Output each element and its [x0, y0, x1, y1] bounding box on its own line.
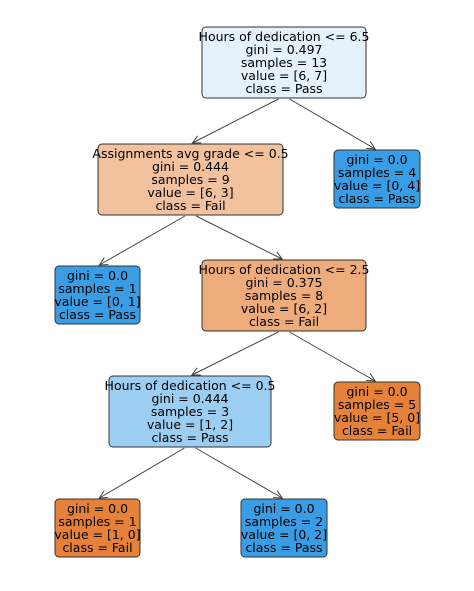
tree-edge-arrow — [289, 331, 376, 381]
tree-node-box — [201, 26, 367, 99]
tree-node-line: value = [6, 2] — [241, 301, 327, 316]
tree-node-line: samples = 3 — [151, 404, 229, 419]
tree-node-line: samples = 9 — [151, 172, 229, 187]
tree-node-line: samples = 1 — [58, 514, 136, 529]
tree-node-line: gini = 0.0 — [346, 384, 407, 399]
tree-node-line: gini = 0.497 — [245, 42, 322, 57]
tree-edge-arrow — [99, 447, 185, 498]
tree-edges — [99, 98, 376, 498]
tree-node-line: gini = 0.375 — [245, 275, 322, 290]
tree-node-line: gini = 0.0 — [346, 152, 407, 167]
tree-node-line: value = [6, 3] — [147, 185, 233, 200]
tree-node-line: class = Fail — [342, 423, 412, 438]
tree-node-box — [54, 498, 141, 558]
tree-node-box — [240, 498, 328, 558]
tree-edge-arrow — [192, 331, 279, 375]
tree-node-line: class = Pass — [245, 540, 322, 555]
tree-node-line: Assignments avg grade <= 0.5 — [92, 146, 288, 161]
tree-node-box — [108, 375, 272, 448]
tree-node-line: value = [0, 1] — [54, 294, 140, 309]
tree-node-line: class = Pass — [338, 191, 415, 206]
tree-node-line: samples = 1 — [58, 281, 136, 296]
tree-node-line: gini = 0.0 — [253, 501, 314, 516]
tree-node-line: gini = 0.0 — [67, 501, 128, 516]
tree-node-box — [333, 381, 421, 441]
tree-node-line: class = Fail — [249, 314, 319, 329]
tree-node-line: class = Fail — [155, 198, 225, 213]
tree-edge-arrow — [289, 98, 376, 149]
tree-node-line: class = Pass — [151, 430, 228, 445]
tree-node-line: samples = 13 — [241, 55, 327, 70]
tree-node-line: samples = 4 — [338, 165, 416, 180]
tree-node-line: samples = 8 — [245, 288, 323, 303]
tree-node-line: samples = 2 — [245, 514, 323, 529]
tree-node-line: value = [1, 2] — [147, 417, 233, 432]
tree-node-line: value = [0, 4] — [334, 178, 420, 193]
tree-node-line: samples = 5 — [338, 397, 416, 412]
tree-edge-arrow — [99, 215, 186, 265]
tree-edge-arrow — [192, 98, 279, 143]
tree-node-line: gini = 0.444 — [152, 159, 229, 174]
tree-node-line: gini = 0.444 — [151, 391, 228, 406]
tree-edge-arrow — [195, 447, 282, 498]
tree-node-line: Hours of dedication <= 0.5 — [105, 378, 276, 393]
tree-node-line: class = Pass — [245, 81, 322, 96]
tree-node-line: value = [5, 0] — [334, 410, 420, 425]
tree-node-line: gini = 0.0 — [67, 268, 128, 283]
tree-node-line: value = [6, 7] — [241, 68, 327, 83]
tree-node-line: class = Fail — [62, 540, 132, 555]
tree-node-line: Hours of dedication <= 6.5 — [199, 29, 370, 44]
tree-node-box — [97, 143, 284, 216]
tree-node-line: value = [0, 2] — [241, 527, 327, 542]
tree-edge-arrow — [195, 215, 282, 259]
tree-node-line: Hours of dedication <= 2.5 — [199, 262, 370, 277]
tree-node-box — [54, 265, 141, 325]
tree-node-box — [201, 259, 367, 332]
tree-node-box — [333, 149, 421, 209]
tree-node-line: value = [1, 0] — [54, 527, 140, 542]
tree-node-line: class = Pass — [59, 307, 136, 322]
